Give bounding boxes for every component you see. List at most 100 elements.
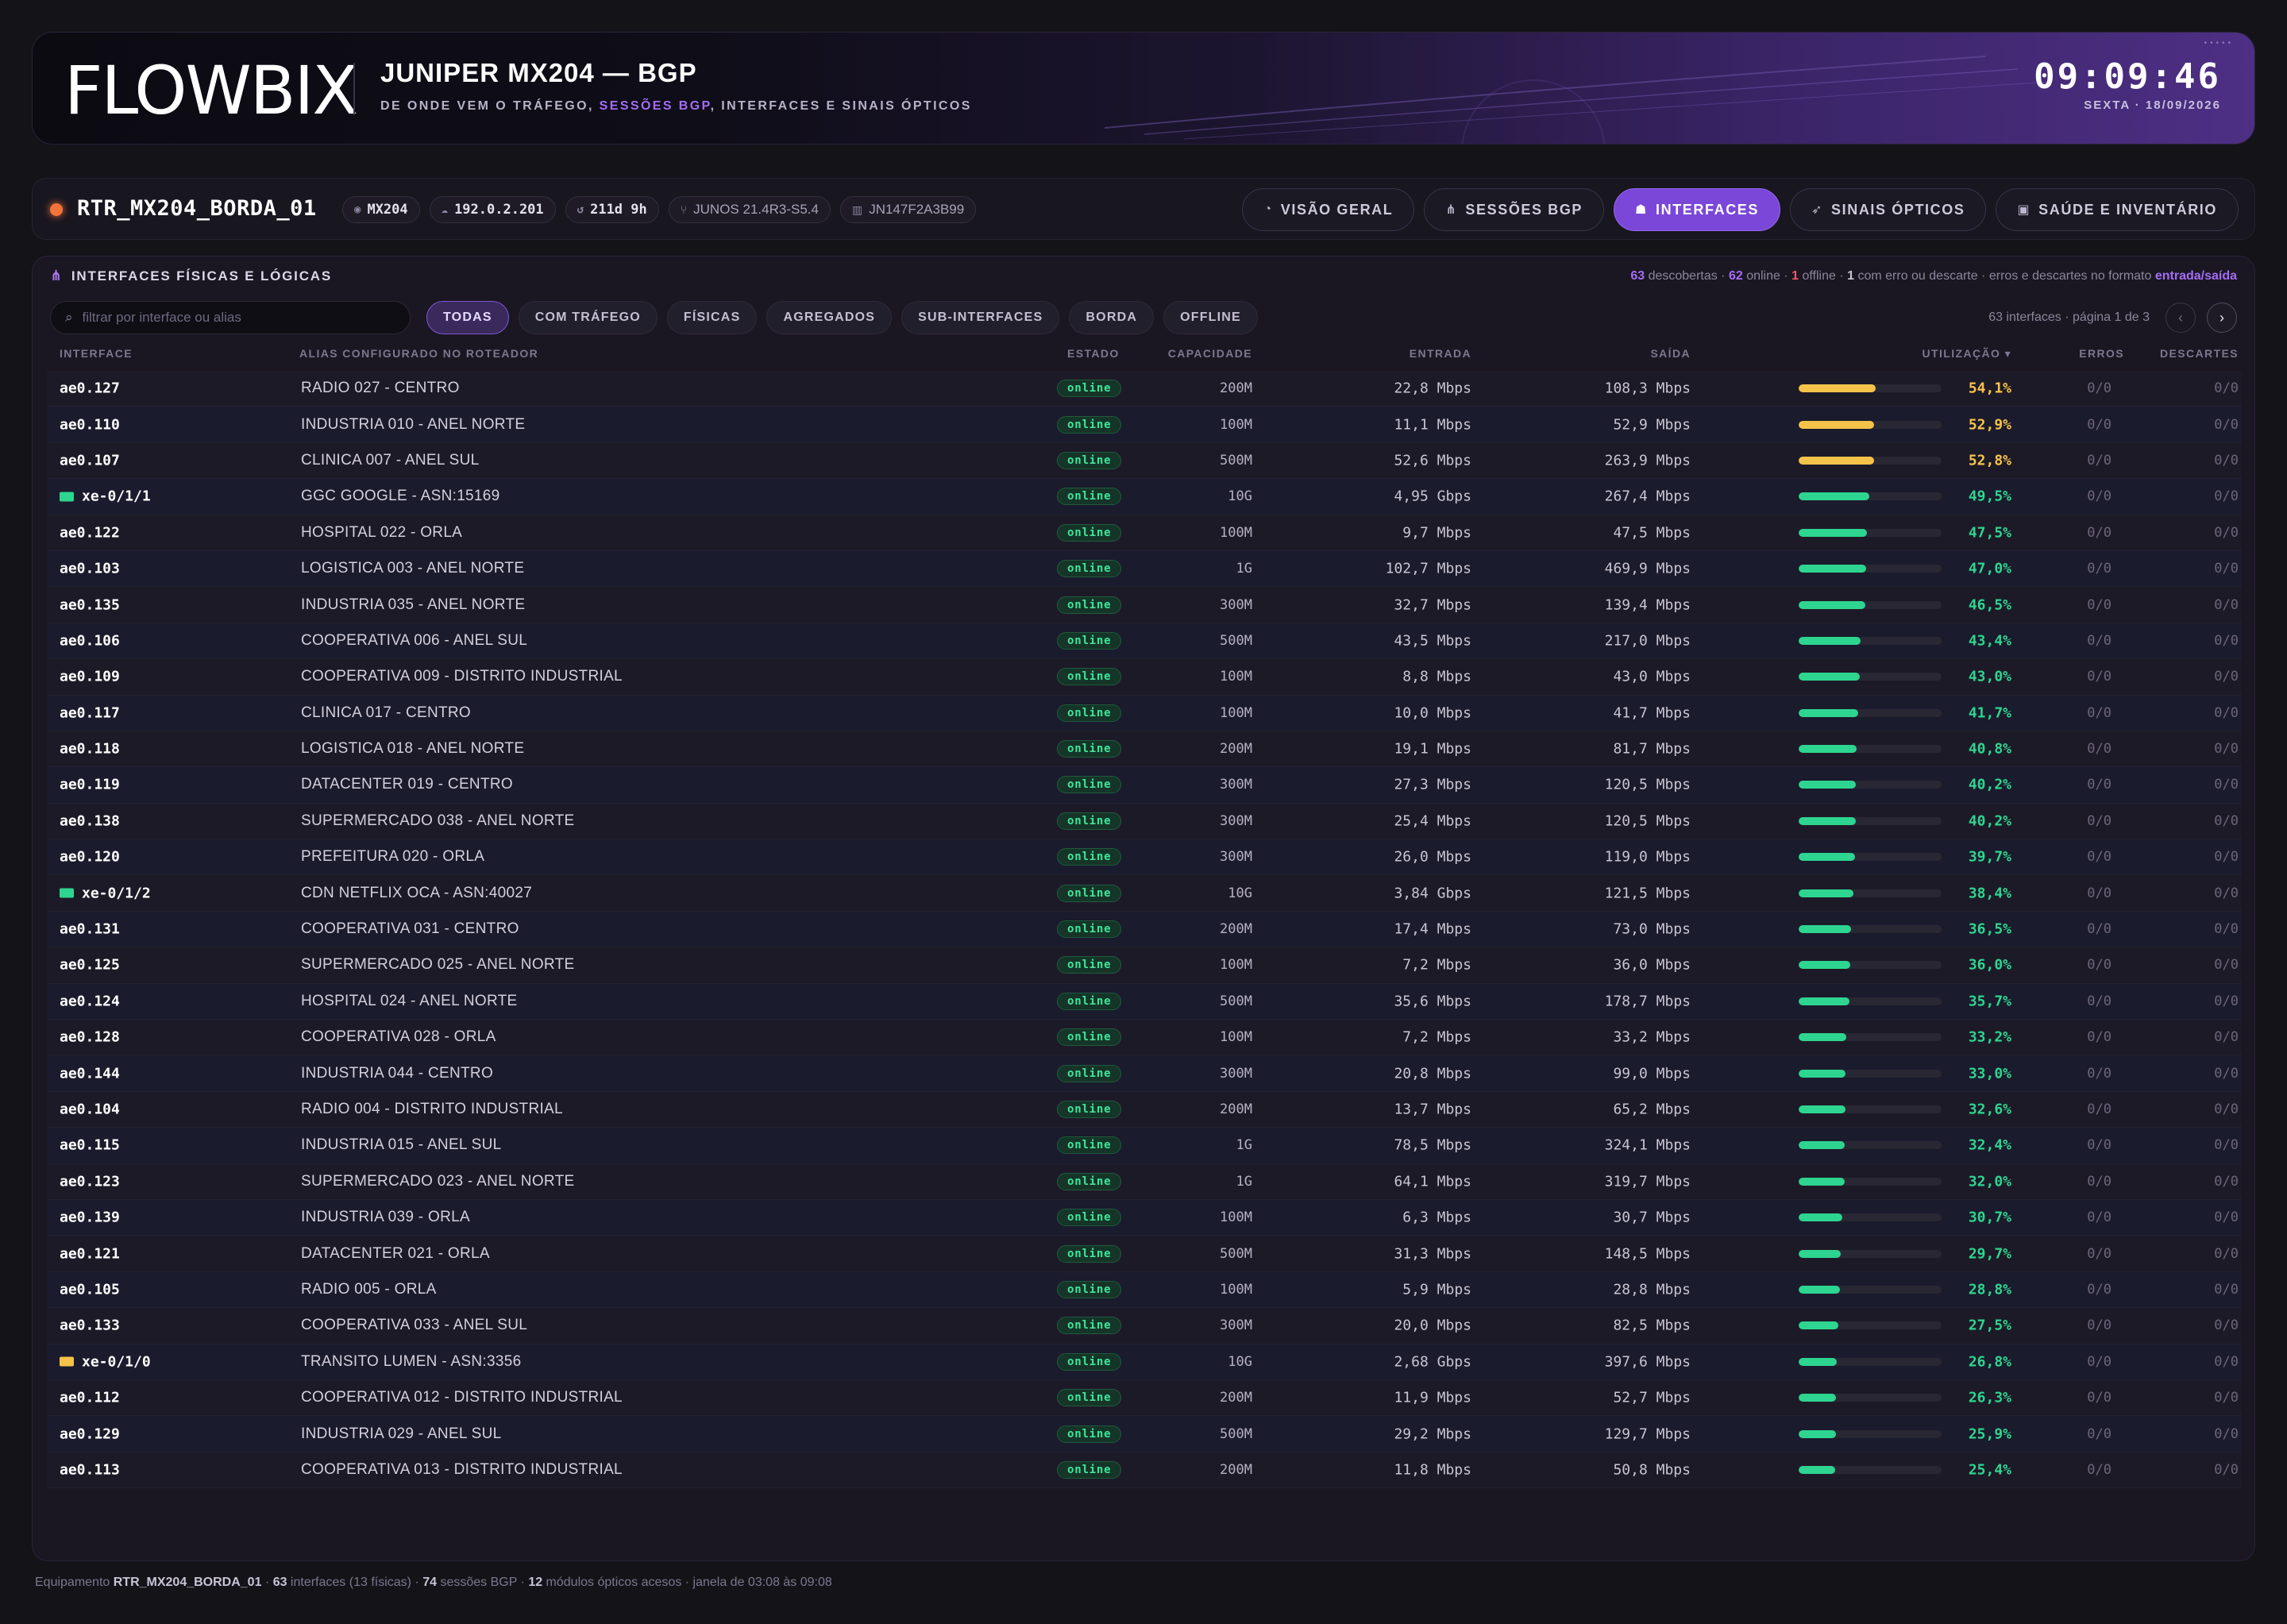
table-row[interactable]: ae0.144 INDUSTRIA 044 - CENTRO online 300M 2… — [47, 1055, 2242, 1092]
col-utilization[interactable]: UTILIZAÇÃO ▾ — [1922, 347, 2011, 360]
filter-todas[interactable]: TODAS — [426, 301, 509, 334]
table-row[interactable]: ae0.139 INDUSTRIA 039 - ORLA online 100M 6,3… — [47, 1199, 2242, 1236]
table-row[interactable]: ae0.115 INDUSTRIA 015 - ANEL SUL online 1G 7… — [47, 1128, 2242, 1164]
utilization-value: 28,8% — [1968, 1281, 2011, 1298]
table-row[interactable]: ae0.119 DATACENTER 019 - CENTRO online 300M… — [47, 767, 2242, 804]
interface-name[interactable]: xe-0/1/1 — [60, 488, 151, 505]
tab-sinais-ópticos[interactable]: ➶ SINAIS ÓPTICOS — [1790, 188, 1987, 231]
interface-name[interactable]: ae0.121 — [60, 1245, 120, 1262]
table-row[interactable]: ae0.128 COOPERATIVA 028 - ORLA online 100M 7… — [47, 1020, 2242, 1056]
interface-name[interactable]: ae0.105 — [60, 1281, 120, 1298]
interface-name[interactable]: ae0.109 — [60, 669, 120, 685]
interface-name[interactable]: ae0.107 — [60, 452, 120, 469]
interface-name[interactable]: ae0.106 — [60, 632, 120, 649]
col-out[interactable]: SAÍDA — [1650, 347, 1691, 360]
table-row[interactable]: ae0.122 HOSPITAL 022 - ORLA online 100M 9,7 … — [47, 515, 2242, 551]
table-row[interactable]: ae0.129 INDUSTRIA 029 - ANEL SUL online 500… — [47, 1416, 2242, 1452]
interface-name[interactable]: ae0.127 — [60, 380, 120, 397]
col-interface[interactable]: INTERFACE — [60, 347, 133, 360]
table-row[interactable]: ae0.105 RADIO 005 - ORLA online 100M 5,9 Mbp… — [47, 1271, 2242, 1309]
table-row[interactable]: ae0.138 SUPERMERCADO 038 - ANEL NORTE onli… — [47, 803, 2242, 840]
interface-name[interactable]: ae0.113 — [60, 1461, 120, 1478]
pagination: 63 interfaces · página 1 de 3 ‹ › — [1988, 303, 2237, 333]
interface-name[interactable]: ae0.138 — [60, 812, 120, 829]
table-row[interactable]: ae0.123 SUPERMERCADO 023 - ANEL NORTE onli… — [47, 1163, 2242, 1200]
interface-name[interactable]: ae0.112 — [60, 1390, 120, 1406]
table-row[interactable]: xe-0/1/0 TRANSITO LUMEN - ASN:3356 online 1… — [47, 1344, 2242, 1380]
interface-name[interactable]: ae0.118 — [60, 741, 120, 758]
interface-name[interactable]: ae0.139 — [60, 1209, 120, 1226]
interface-name[interactable]: ae0.144 — [60, 1065, 120, 1082]
tab-saúde-e-inventário[interactable]: ▣ SAÚDE E INVENTÁRIO — [1996, 188, 2239, 231]
table-row[interactable]: ae0.131 COOPERATIVA 031 - CENTRO online 200… — [47, 911, 2242, 948]
interface-name[interactable]: ae0.124 — [60, 993, 120, 1009]
table-row[interactable]: ae0.121 DATACENTER 021 - ORLA online 500M 31… — [47, 1236, 2242, 1272]
table-row[interactable]: ae0.110 INDUSTRIA 010 - ANEL NORTE online 1… — [47, 407, 2242, 443]
interface-name[interactable]: ae0.104 — [60, 1101, 120, 1118]
table-row[interactable]: ae0.106 COOPERATIVA 006 - ANEL SUL online 5… — [47, 623, 2242, 660]
table-row[interactable]: ae0.127 RADIO 027 - CENTRO online 200M 22,8 … — [47, 371, 2242, 407]
interface-name[interactable]: ae0.129 — [60, 1425, 120, 1442]
status-badge: online — [1057, 1425, 1122, 1443]
header-banner: FLOWBIX JUNIPER MX204 — BGP DE ONDE VEM … — [32, 32, 2255, 145]
pagination-info: 63 interfaces · página 1 de 3 — [1988, 311, 2150, 324]
prev-page-button[interactable]: ‹ — [2166, 303, 2196, 333]
interface-name[interactable]: ae0.133 — [60, 1317, 120, 1334]
filter-offline[interactable]: OFFLINE — [1163, 301, 1258, 334]
col-drops[interactable]: DESCARTES — [2160, 347, 2239, 360]
table-row[interactable]: ae0.118 LOGISTICA 018 - ANEL NORTE online 2… — [47, 731, 2242, 768]
traffic-in-value: 64,1 Mbps — [1394, 1173, 1471, 1190]
utilization-bar-fill — [1799, 1033, 1846, 1042]
filter-borda[interactable]: BORDA — [1069, 301, 1155, 334]
interface-name[interactable]: ae0.120 — [60, 849, 120, 866]
interface-name[interactable]: ae0.125 — [60, 957, 120, 974]
col-errors[interactable]: ERROS — [2079, 347, 2124, 360]
col-alias[interactable]: ALIAS CONFIGURADO NO ROTEADOR — [299, 347, 539, 360]
table-row[interactable]: ae0.120 PREFEITURA 020 - ORLA online 300M 26… — [47, 839, 2242, 876]
col-state[interactable]: ESTADO — [1067, 347, 1120, 360]
table-row[interactable]: ae0.112 COOPERATIVA 012 - DISTRITO INDUST… — [47, 1379, 2242, 1417]
table-row[interactable]: ae0.133 COOPERATIVA 033 - ANEL SUL online 3… — [47, 1308, 2242, 1344]
table-row[interactable]: ae0.104 RADIO 004 - DISTRITO INDUSTRIAL on… — [47, 1091, 2242, 1128]
interface-name[interactable]: ae0.135 — [60, 596, 120, 613]
interface-name[interactable]: ae0.122 — [60, 524, 120, 541]
interface-label: xe-0/1/1 — [82, 488, 151, 505]
utilization-bar — [1799, 1429, 1942, 1438]
table-row[interactable]: xe-0/1/1 GGC GOOGLE - ASN:15169 online 10G 4… — [47, 479, 2242, 515]
table-row[interactable]: ae0.109 COOPERATIVA 009 - DISTRITO INDUST… — [47, 659, 2242, 696]
col-capacity[interactable]: CAPACIDADE — [1167, 347, 1252, 360]
table-row[interactable]: ae0.107 CLINICA 007 - ANEL SUL online 500M 5… — [47, 442, 2242, 480]
interface-name[interactable]: ae0.128 — [60, 1029, 120, 1046]
table-row[interactable]: ae0.125 SUPERMERCADO 025 - ANEL NORTE onli… — [47, 947, 2242, 984]
interface-name[interactable]: ae0.131 — [60, 921, 120, 938]
tab-visão-geral[interactable]: ◔ VISÃO GERAL — [1242, 188, 1415, 231]
filter-com-tráfego[interactable]: COM TRÁFEGO — [518, 301, 658, 334]
history-icon: ↺ — [577, 203, 584, 216]
tab-sessões-bgp[interactable]: ⋔ SESSÕES BGP — [1424, 188, 1605, 231]
interface-name[interactable]: xe-0/1/2 — [60, 885, 151, 901]
interface-name[interactable]: ae0.119 — [60, 777, 120, 793]
table-row[interactable]: ae0.103 LOGISTICA 003 - ANEL NORTE online 1… — [47, 550, 2242, 588]
table-row[interactable]: ae0.135 INDUSTRIA 035 - ANEL NORTE online 3… — [47, 587, 2242, 623]
table-row[interactable]: ae0.113 COOPERATIVA 013 - DISTRITO INDUST… — [47, 1452, 2242, 1489]
filter-agregados[interactable]: AGREGADOS — [766, 301, 893, 334]
status-badge: online — [1057, 631, 1122, 650]
next-page-button[interactable]: › — [2207, 303, 2237, 333]
search-input[interactable] — [82, 310, 384, 326]
filter-sub-interfaces[interactable]: SUB-INTERFACES — [901, 301, 1060, 334]
interface-name[interactable]: ae0.103 — [60, 561, 120, 577]
table-row[interactable]: xe-0/1/2 CDN NETFLIX OCA - ASN:40027 onlin… — [47, 875, 2242, 912]
interface-name[interactable]: xe-0/1/0 — [60, 1353, 151, 1370]
filter-físicas[interactable]: FÍSICAS — [666, 301, 758, 334]
table-row[interactable]: ae0.117 CLINICA 017 - CENTRO online 100M 10,… — [47, 695, 2242, 731]
interface-name[interactable]: ae0.110 — [60, 416, 120, 433]
interface-name[interactable]: ae0.115 — [60, 1137, 120, 1154]
drops-value: 0/0 — [2214, 1281, 2239, 1298]
table-row[interactable]: ae0.124 HOSPITAL 024 - ANEL NORTE online 50… — [47, 983, 2242, 1020]
interface-alias: INDUSTRIA 044 - CENTRO — [301, 1064, 494, 1082]
tab-interfaces[interactable]: ☗ INTERFACES — [1614, 188, 1781, 231]
col-in[interactable]: ENTRADA — [1409, 347, 1471, 360]
interface-name[interactable]: ae0.117 — [60, 704, 120, 721]
interface-name[interactable]: ae0.123 — [60, 1173, 120, 1190]
traffic-out-value: 119,0 Mbps — [1604, 848, 1691, 866]
